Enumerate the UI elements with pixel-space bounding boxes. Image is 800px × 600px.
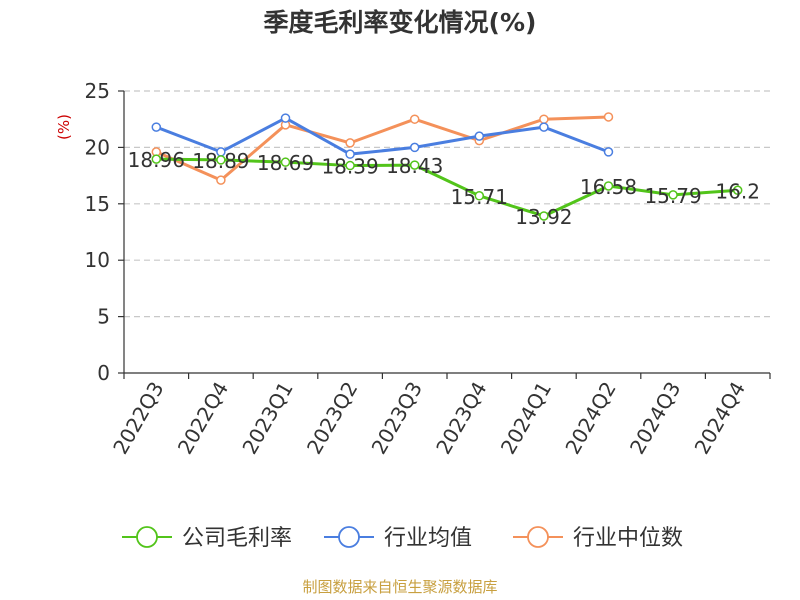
data-point[interactable] <box>345 160 355 171</box>
x-tick-label: 2023Q2 <box>302 378 362 459</box>
data-label: 18.96 <box>128 148 185 172</box>
data-point[interactable] <box>539 122 549 132</box>
x-tick-label: 2023Q4 <box>431 378 491 459</box>
y-axis-label: (%) <box>55 114 73 140</box>
data-point[interactable] <box>603 112 614 122</box>
data-point[interactable] <box>409 142 420 153</box>
data-point[interactable] <box>409 114 420 124</box>
data-point[interactable] <box>539 114 549 124</box>
data-label: 16.2 <box>715 179 760 203</box>
legend-label[interactable]: 行业中位数 <box>573 526 683 551</box>
series-line <box>155 116 610 156</box>
data-point[interactable] <box>668 190 678 200</box>
series-line <box>156 157 738 218</box>
data-point[interactable] <box>409 160 420 170</box>
x-tick-label: 2024Q1 <box>496 378 556 459</box>
data-point[interactable] <box>280 157 291 167</box>
data-point[interactable] <box>474 191 485 201</box>
y-tick-label: 10 <box>85 248 110 272</box>
x-tick-label: 2024Q4 <box>690 378 750 459</box>
series-group <box>151 112 743 221</box>
legend-swatch-marker[interactable] <box>527 526 549 548</box>
data-point[interactable] <box>151 122 162 132</box>
data-point[interactable] <box>216 155 226 165</box>
legend[interactable]: 公司毛利率 行业均值 行业中位数 <box>122 526 683 551</box>
data-label: 13.92 <box>515 205 572 229</box>
x-tick-label: 2023Q1 <box>237 378 297 459</box>
source-note: 制图数据来自恒生聚源数据库 <box>302 578 497 596</box>
data-label: 18.69 <box>257 151 314 175</box>
axes: 0 5 10 15 20 25 2022Q3 2022Q4 2023Q1 2023Q2 2023Q3… <box>85 79 771 459</box>
x-tick-label: 2022Q3 <box>108 378 168 459</box>
legend-label[interactable]: 公司毛利率 <box>182 526 292 551</box>
x-tick-label: 2024Q2 <box>560 378 620 459</box>
data-point[interactable] <box>280 113 291 123</box>
data-point[interactable] <box>474 131 485 141</box>
data-labels: 18.96 18.89 18.69 18.39 18.43 15.71 13.92 16.58… <box>128 148 760 229</box>
data-point[interactable] <box>603 181 614 191</box>
y-tick-label: 15 <box>85 192 110 216</box>
data-label: 18.39 <box>321 155 378 179</box>
x-tick-label: 2023Q3 <box>367 378 427 459</box>
grid-lines <box>124 90 770 318</box>
legend-swatch-marker[interactable] <box>338 526 360 548</box>
data-label: 18.43 <box>386 154 443 178</box>
x-tick-label: 2024Q3 <box>625 378 685 459</box>
data-label: 15.79 <box>644 184 701 208</box>
data-point[interactable] <box>345 149 355 159</box>
data-point[interactable] <box>539 211 549 221</box>
data-point[interactable] <box>603 147 614 157</box>
x-tick-label: 2022Q4 <box>173 378 233 459</box>
data-label: 15.71 <box>451 185 508 209</box>
data-label: 16.58 <box>580 175 637 199</box>
y-tick-label: 5 <box>97 305 110 329</box>
data-label: 18.89 <box>192 149 249 173</box>
legend-swatch-marker[interactable] <box>136 526 158 548</box>
series-line <box>155 115 609 182</box>
data-point[interactable] <box>345 138 355 148</box>
data-point[interactable] <box>732 185 743 196</box>
y-tick-label: 0 <box>97 361 110 385</box>
chart-title: 季度毛利率变化情况(%) <box>264 8 537 37</box>
y-tick-label: 25 <box>85 79 110 103</box>
data-point[interactable] <box>151 154 162 164</box>
data-point[interactable] <box>216 175 226 185</box>
legend-label[interactable]: 行业均值 <box>384 526 472 551</box>
y-tick-label: 20 <box>85 135 110 159</box>
